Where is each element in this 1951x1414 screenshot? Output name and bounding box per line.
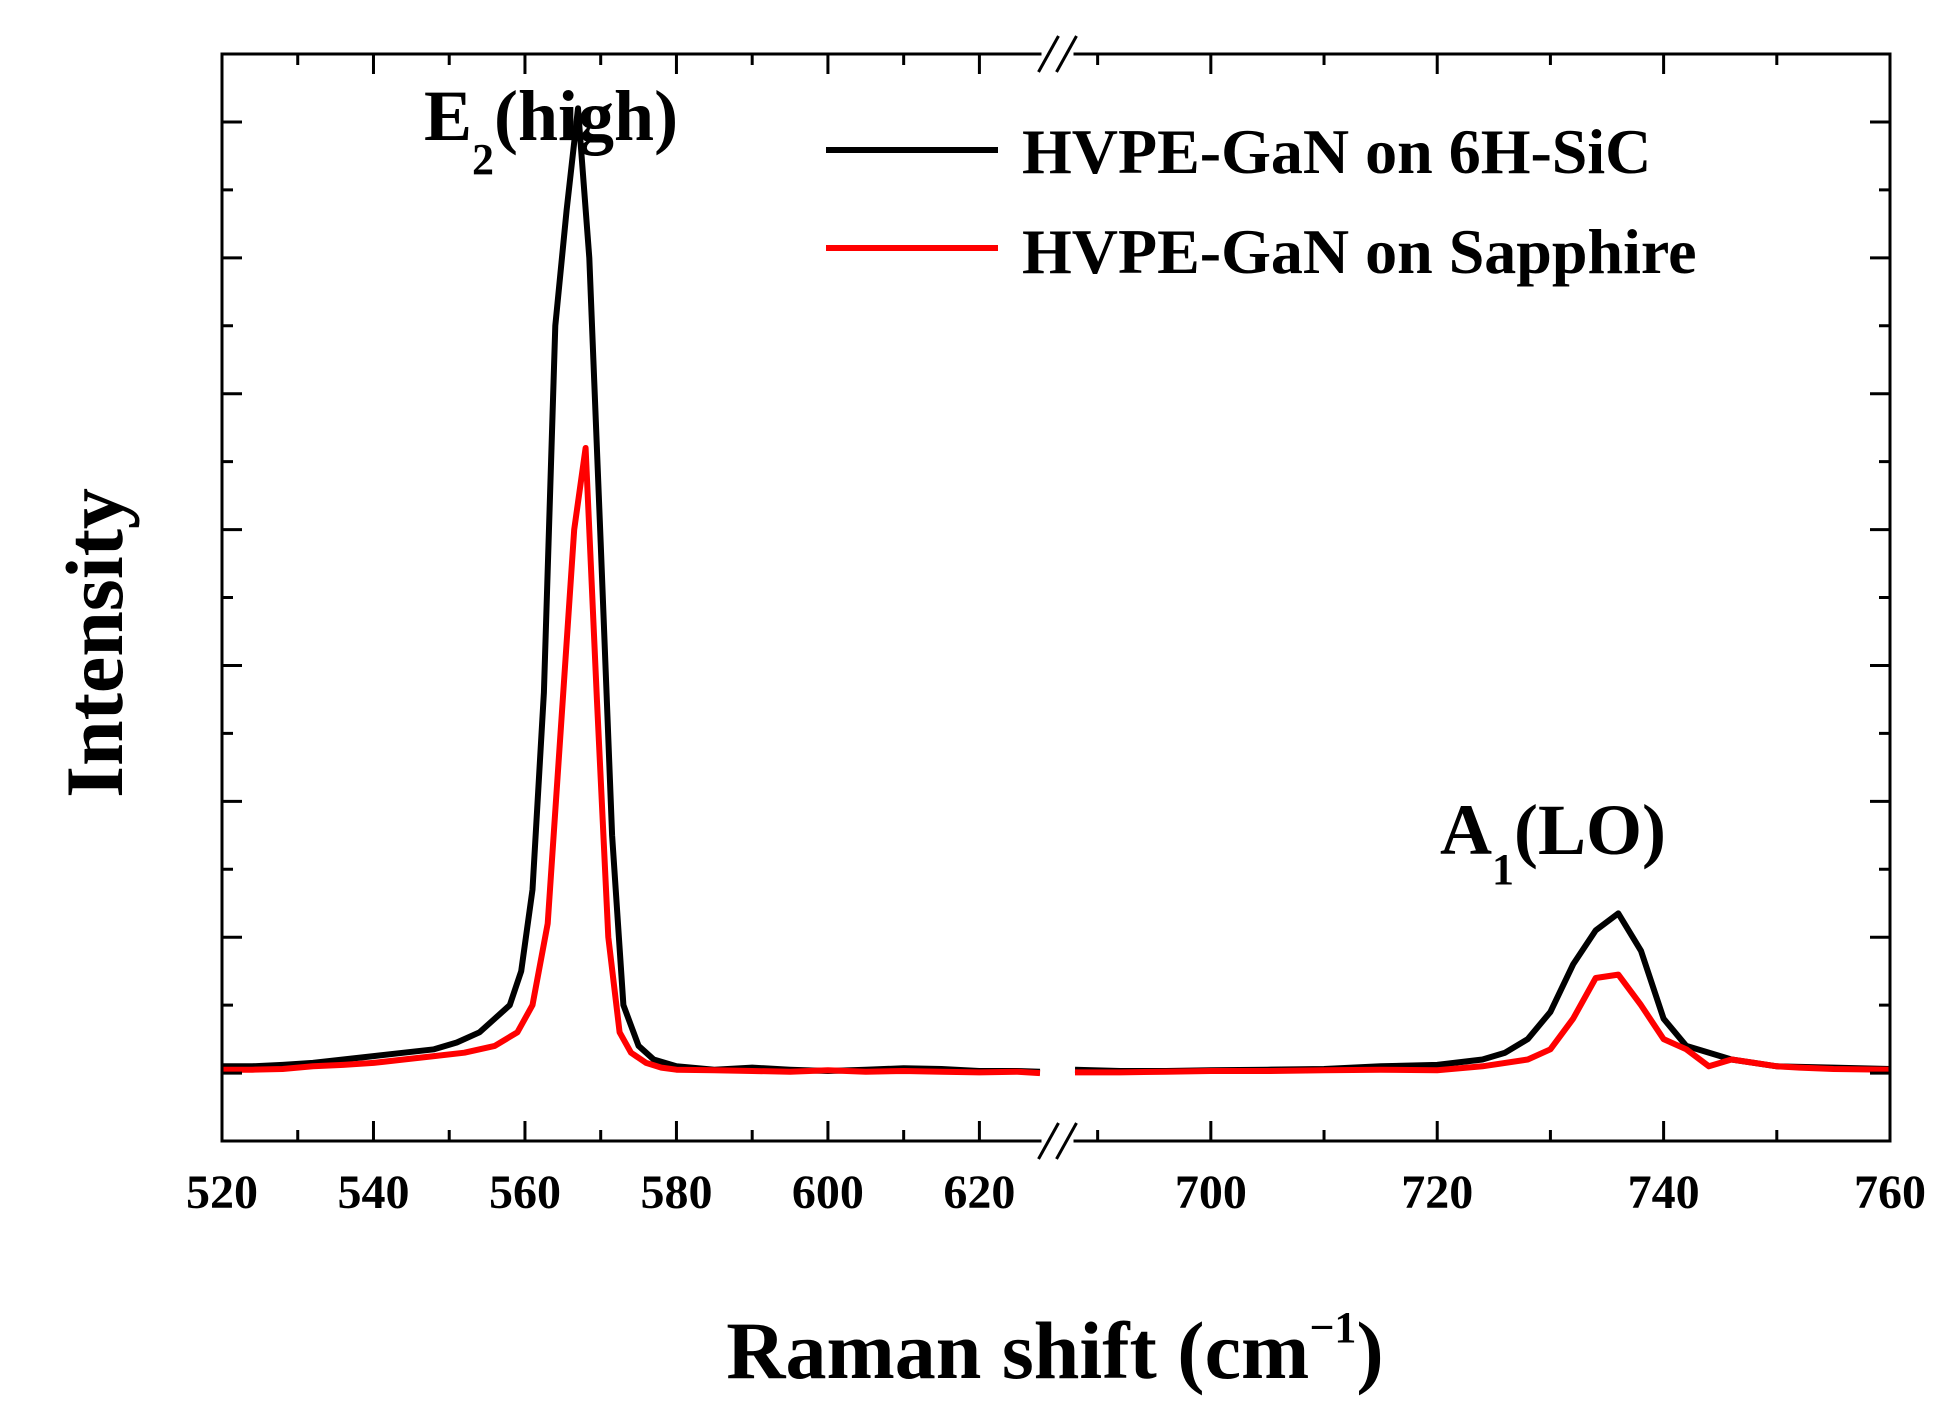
x-axis-title-exponent: −1 <box>1309 1303 1356 1352</box>
x-tick-label: 520 <box>186 1166 258 1219</box>
axis-break-slash <box>1037 35 1060 73</box>
labels-layer: 520 540 560 580 600 620 700 720 740 760 <box>186 1166 1926 1219</box>
series-line-1-segment-0 <box>222 445 1041 1077</box>
legend-label-sic: HVPE-GaN on 6H-SiC <box>1022 116 1651 187</box>
x-tick-label: 600 <box>792 1166 864 1219</box>
x-axis-title: Raman shift (cm−1) <box>726 1303 1383 1396</box>
x-tick-label: 720 <box>1401 1166 1473 1219</box>
x-tick-label: 620 <box>943 1166 1015 1219</box>
legend: HVPE-GaN on 6H-SiC HVPE-GaN on Sapphire <box>826 116 1697 287</box>
series-layer <box>222 105 1891 1077</box>
x-axis-title-main: Raman shift (cm <box>726 1305 1309 1396</box>
peak-label-e2-high: E2(high) <box>424 76 678 184</box>
x-tick-label: 540 <box>337 1166 409 1219</box>
axis-break-slash <box>1037 1122 1060 1160</box>
peak-label-a1-main: A <box>1440 790 1492 870</box>
ticks-layer <box>220 54 1892 1143</box>
x-tick-label: 580 <box>640 1166 712 1219</box>
series-line-0-segment-0 <box>222 105 1041 1075</box>
peak-label-a1-subscript: 1 <box>1492 845 1514 894</box>
axis-break-slash <box>1055 35 1078 73</box>
axis-break <box>1037 35 1078 1160</box>
y-axis-title: Intensity <box>49 488 140 798</box>
peak-label-a1-rest: (LO) <box>1514 790 1666 870</box>
series-line-1-segment-1 <box>1075 971 1891 1076</box>
series-line-0-segment-1 <box>1074 910 1891 1074</box>
x-axis-title-close: ) <box>1356 1305 1383 1396</box>
peak-label-e2-rest: (high) <box>494 76 678 156</box>
peak-label-e2-subscript: 2 <box>472 135 494 184</box>
legend-label-sapphire: HVPE-GaN on Sapphire <box>1022 216 1697 287</box>
x-tick-label: 700 <box>1175 1166 1247 1219</box>
x-tick-label: 760 <box>1854 1166 1926 1219</box>
x-tick-label: 560 <box>489 1166 561 1219</box>
peak-label-e2-main: E <box>424 76 472 156</box>
axis-break-slash <box>1055 1122 1078 1160</box>
x-tick-label: 740 <box>1628 1166 1700 1219</box>
peak-label-a1-lo: A1(LO) <box>1440 790 1666 894</box>
